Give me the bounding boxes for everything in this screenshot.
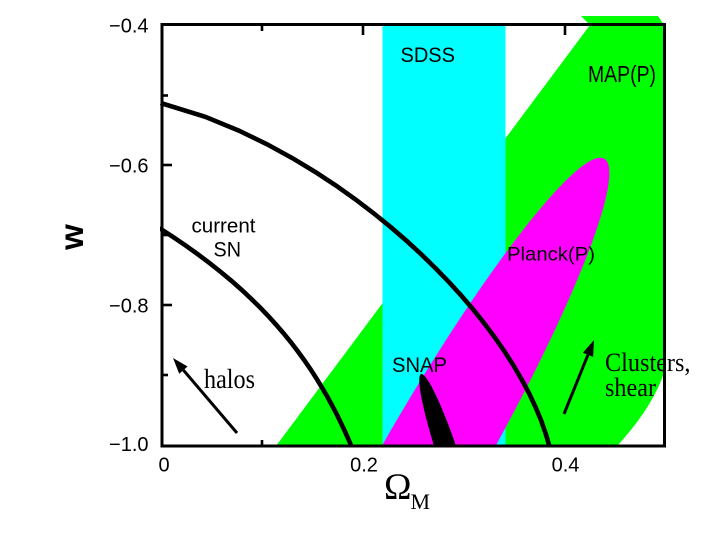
svg-text:−0.4: −0.4 (109, 16, 148, 38)
svg-text:w: w (53, 224, 90, 251)
svg-text:−1.0: −1.0 (109, 434, 148, 456)
svg-text:halos: halos (204, 364, 255, 394)
svg-text:MAP(P): MAP(P) (588, 61, 656, 87)
svg-text:SDSS: SDSS (401, 43, 456, 67)
svg-text:Clusters,: Clusters, (605, 348, 691, 377)
svg-text:Planck(P): Planck(P) (507, 244, 595, 266)
svg-text:0.4: 0.4 (552, 455, 580, 477)
svg-text:M: M (411, 489, 431, 514)
svg-text:SNAP: SNAP (392, 353, 447, 377)
svg-text:−0.8: −0.8 (109, 296, 148, 318)
svg-text:SN: SN (214, 239, 242, 262)
svg-text:Ω: Ω (384, 467, 412, 508)
svg-text:0.2: 0.2 (350, 455, 378, 477)
svg-text:−0.6: −0.6 (109, 156, 148, 178)
svg-text:current: current (192, 215, 256, 238)
svg-text:0: 0 (158, 455, 169, 477)
svg-text:shear: shear (605, 373, 656, 402)
